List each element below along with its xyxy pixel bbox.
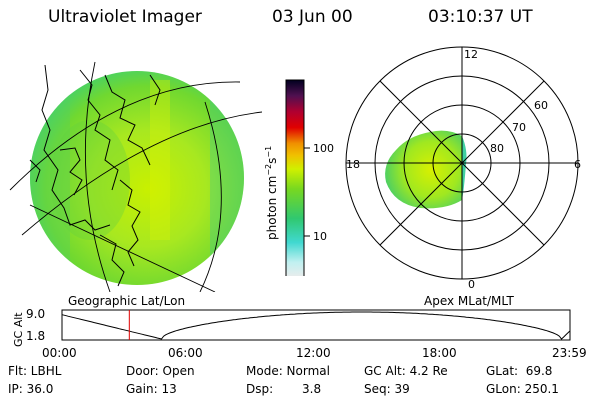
altitude-curve bbox=[61, 311, 571, 340]
lat-label-70: 70 bbox=[512, 121, 526, 134]
altitude-ytick-top: 9.0 bbox=[26, 307, 46, 321]
polar-plot: 12 18 6 0 60 70 80 bbox=[345, 46, 581, 290]
filter-info: Flt: LBHL bbox=[8, 364, 62, 378]
dsp-value: 3.8 bbox=[302, 382, 322, 396]
altitude-xtick-0: 00:00 bbox=[42, 346, 77, 360]
polar-image-blob bbox=[385, 130, 467, 209]
colorbar-gradient bbox=[285, 79, 305, 276]
altitude-ytick-bottom: 1.8 bbox=[26, 329, 46, 343]
altitude-ylabel: GC Alt bbox=[12, 312, 25, 347]
mlt-label-6: 6 bbox=[574, 158, 581, 171]
polar-grid bbox=[345, 46, 579, 280]
gc-alt-info: GC Alt: 4.2 Re bbox=[364, 364, 448, 378]
glon-info: GLon: 250.1 bbox=[486, 382, 559, 396]
seq-info: Seq: 39 bbox=[364, 382, 410, 396]
altitude-xtick-2: 12:00 bbox=[296, 346, 331, 360]
mode-info: Mode: Normal bbox=[246, 364, 330, 378]
instrument-title: Ultraviolet Imager bbox=[48, 7, 202, 27]
altitude-xtick-4: 23:59 bbox=[552, 346, 587, 360]
time-label: 03:10:37 UT bbox=[428, 7, 533, 27]
altitude-xtick-3: 18:00 bbox=[422, 346, 457, 360]
colorbar: 100 10 bbox=[285, 79, 334, 276]
geographic-disk bbox=[30, 71, 244, 285]
geographic-panel-label: Geographic Lat/Lon bbox=[68, 294, 186, 308]
unit-sup2: −1 bbox=[264, 145, 273, 158]
ip-info: IP: 36.0 bbox=[8, 382, 54, 396]
geographic-image bbox=[9, 61, 262, 292]
mlt-label-12: 12 bbox=[464, 48, 478, 61]
unit-sup1: −2 bbox=[264, 163, 273, 176]
mlt-label-0: 0 bbox=[468, 278, 475, 290]
geographic-grid-lines bbox=[9, 61, 262, 292]
unit-main: photon cm bbox=[265, 175, 279, 240]
mlt-label-18: 18 bbox=[346, 158, 360, 171]
colorbar-tick-100: 100 bbox=[313, 142, 334, 155]
polar-panel-label: Apex MLat/MLT bbox=[424, 294, 514, 308]
door-info: Door: Open bbox=[126, 364, 195, 378]
lat-label-80: 80 bbox=[490, 142, 504, 155]
glat-info: GLat: 69.8 bbox=[486, 364, 553, 378]
altitude-plot bbox=[61, 309, 571, 341]
unit-mid: s bbox=[265, 157, 279, 164]
date-label: 03 Jun 00 bbox=[272, 7, 353, 27]
dsp-label: Dsp: bbox=[246, 382, 274, 396]
colorbar-unit-label: photon cm−2s−1 bbox=[264, 146, 279, 240]
coastline-lines bbox=[29, 64, 161, 287]
altitude-xtick-1: 06:00 bbox=[168, 346, 203, 360]
gain-info: Gain: 13 bbox=[126, 382, 177, 396]
lat-label-60: 60 bbox=[534, 99, 548, 112]
colorbar-tick-10: 10 bbox=[313, 230, 327, 243]
